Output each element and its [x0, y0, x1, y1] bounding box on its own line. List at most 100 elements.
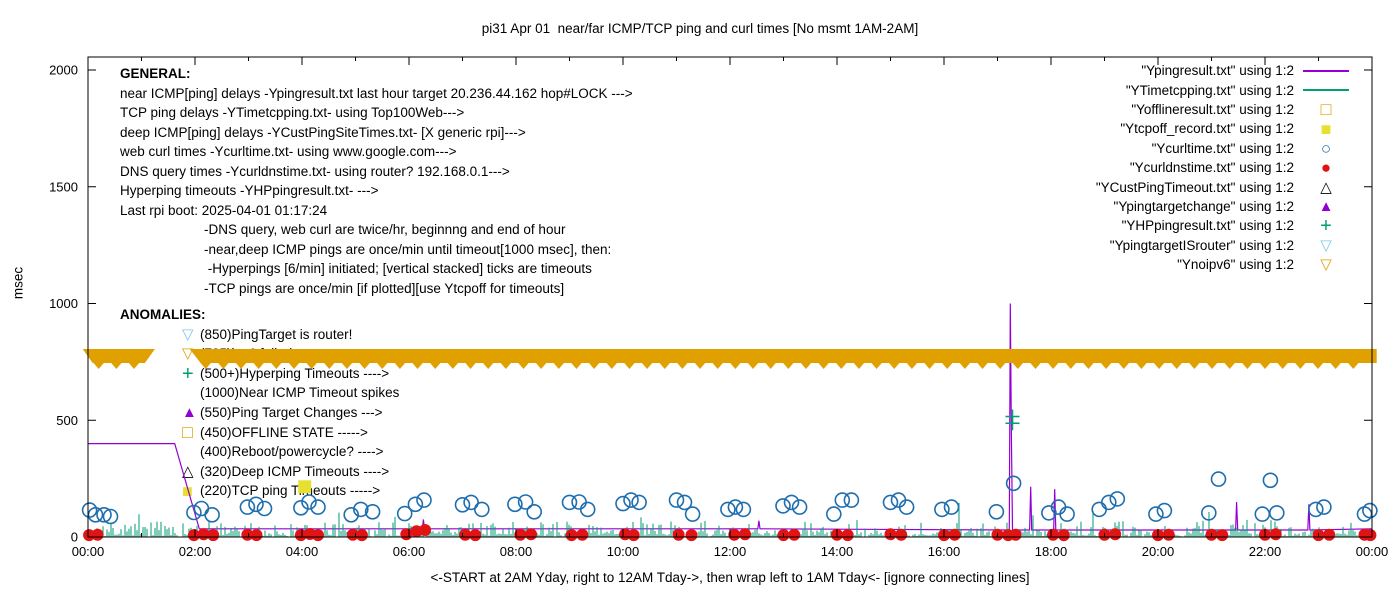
dns-time-point: [1358, 528, 1371, 541]
general-line: near ICMP[ping] delays -Ypingresult.txt …: [120, 85, 633, 101]
legend-row: "YTimetcpping.txt" using 1:2: [1096, 80, 1358, 99]
dns-time-point: [1216, 529, 1229, 542]
teal-plus-icon: +: [182, 362, 194, 385]
curl-time-point: [1269, 505, 1285, 521]
dns-time-point: [187, 529, 200, 542]
dns-time-point: [728, 528, 741, 541]
legend-label: "Ypingtargetchange" using 1:2: [1113, 198, 1294, 214]
curl-time-point: [943, 499, 960, 515]
x-tick-label: 10:00: [607, 544, 640, 559]
ltblue-open-down-triangle-icon: ▽: [1320, 236, 1332, 254]
dns-time-point: [831, 528, 843, 541]
dns-time-point: [1047, 528, 1060, 541]
y-tick-label: 1000: [49, 296, 78, 311]
curl-time-point: [579, 501, 596, 518]
dns-time-point: [197, 528, 210, 541]
legend-row: "YpingtargetISrouter" using 1:2 ▽: [1096, 236, 1358, 255]
general-line: deep ICMP[ping] delays -YCustPingSiteTim…: [120, 124, 526, 140]
curl-time-point: [825, 506, 842, 522]
dns-time-point: [619, 528, 632, 541]
gold-open-square-icon: □: [182, 422, 193, 443]
dns-time-point: [1269, 528, 1282, 541]
curl-time-point: [783, 494, 800, 511]
x-tick-label: 00:00: [1356, 544, 1389, 559]
curl-time-point: [87, 506, 104, 523]
legend-rows: "Ypingresult.txt" using 1:2 "YTimetcpping…: [1096, 61, 1358, 274]
ltblue-open-down-triangle-icon: ▽: [182, 325, 194, 343]
anomaly-item: ▽ (785)ipv6 failed ---->: [182, 344, 399, 364]
curl-time-point: [1316, 499, 1332, 515]
curl-time-point: [571, 494, 587, 510]
legend-row: "YCustPingTimeout.txt" using 1:2 △: [1096, 177, 1358, 196]
dns-time-point: [1057, 529, 1070, 542]
gold-open-down-triangle-icon: ▽: [182, 345, 194, 363]
curl-time-point: [352, 501, 369, 518]
dns-time-point: [312, 529, 324, 542]
x-tick-label: 02:00: [179, 544, 212, 559]
teal-line-icon: [1294, 89, 1358, 92]
gold-open-square-icon: □: [1320, 99, 1332, 120]
black-open-triangle-icon: △: [182, 463, 194, 481]
curl-time-point: [1059, 506, 1075, 522]
dns-time-point: [400, 528, 413, 541]
anomaly-text: (850)PingTarget is router!: [200, 326, 353, 342]
anomalies-heading: ANOMALIES:: [120, 307, 206, 322]
dns-time-point: [1323, 528, 1336, 541]
anomaly-item: ▲ (550)Ping Target Changes --->: [182, 403, 399, 423]
legend-row: "Ypingtargetchange" using 1:2 ▲: [1096, 197, 1358, 216]
curl-time-point: [81, 502, 98, 518]
anomaly-items: ▽ (850)PingTarget is router! ▽ (785)ipv6 fa…: [182, 325, 399, 501]
anomaly-text: (450)OFFLINE STATE ----->: [200, 424, 368, 440]
dns-time-point: [841, 529, 854, 542]
curl-time-point: [561, 494, 578, 511]
dns-time-point: [459, 528, 472, 541]
x-tick-label: 20:00: [1142, 544, 1175, 559]
blue-open-circle-icon: ○: [1320, 138, 1332, 158]
curl-time-point: [526, 503, 543, 520]
x-tick-label: 08:00: [500, 544, 533, 559]
y-tick-label: 0: [71, 530, 78, 545]
legend-row: "Yofflineresult.txt" using 1:2 □: [1096, 100, 1358, 119]
dns-time-point: [294, 529, 307, 542]
dns-time-point: [241, 528, 254, 541]
red-filled-circle-icon: ●: [1320, 158, 1332, 178]
curl-time-point: [676, 494, 693, 511]
curl-time-point: [517, 494, 534, 510]
dns-time-point: [469, 529, 482, 542]
anomaly-item: ▽ (850)PingTarget is router!: [182, 325, 399, 345]
general-line: DNS query times -Ycurldnstime.txt- using…: [120, 163, 510, 179]
legend-label: "YpingtargetISrouter" using 1:2: [1109, 237, 1294, 253]
dns-time-point: [1259, 528, 1271, 541]
dns-time-point: [1098, 528, 1111, 541]
legend: "Ypingresult.txt" using 1:2 "YTimetcpping…: [1096, 61, 1358, 274]
legend-row: "Ycurltime.txt" using 1:2 ○: [1096, 139, 1358, 158]
curl-time-point: [102, 508, 119, 525]
legend-row: "Ytcpoff_record.txt" using 1:2 ■: [1096, 119, 1358, 138]
general-line: Last rpi boot: 2025-04-01 01:17:24: [120, 202, 328, 218]
general-indent-line: -TCP pings are once/min [if plotted][use…: [204, 280, 565, 296]
curl-time-point: [193, 500, 210, 517]
curl-time-point: [396, 505, 413, 522]
yellow-filled-square-icon: ■: [182, 481, 193, 502]
curl-time-point: [364, 503, 381, 520]
curl-time-point: [310, 499, 326, 515]
curl-time-point: [843, 492, 860, 508]
dns-time-point: [576, 528, 589, 541]
anomaly-item: ■ (220)TCP ping Timeouts ----->: [182, 481, 399, 501]
dns-time-point: [1152, 529, 1164, 542]
curl-time-point: [463, 494, 479, 511]
curl-time-point: [1201, 505, 1217, 521]
dns-time-point: [250, 529, 263, 542]
legend-label: "YHPpingresult.txt" using 1:2: [1121, 218, 1294, 234]
gold-open-down-triangle-icon: ▽: [1320, 256, 1332, 274]
curl-time-point: [1262, 472, 1279, 489]
legend-row: "YHPpingresult.txt" using 1:2 +: [1096, 216, 1358, 236]
curl-time-point: [684, 506, 701, 522]
x-tick-label: 04:00: [286, 544, 319, 559]
anomaly-text: (1000)Near ICMP Timeout spikes: [200, 385, 400, 401]
purple-line-icon: [1294, 69, 1358, 72]
anomaly-item: □ (450)OFFLINE STATE ----->: [182, 423, 399, 443]
anomalies-block: ANOMALIES: ▽ (850)PingTarget is router! ▽ (…: [120, 305, 399, 501]
general-indent-line: -near,deep ICMP pings are once/min until…: [204, 241, 612, 257]
hyperping-timeout-point: [1005, 409, 1020, 424]
